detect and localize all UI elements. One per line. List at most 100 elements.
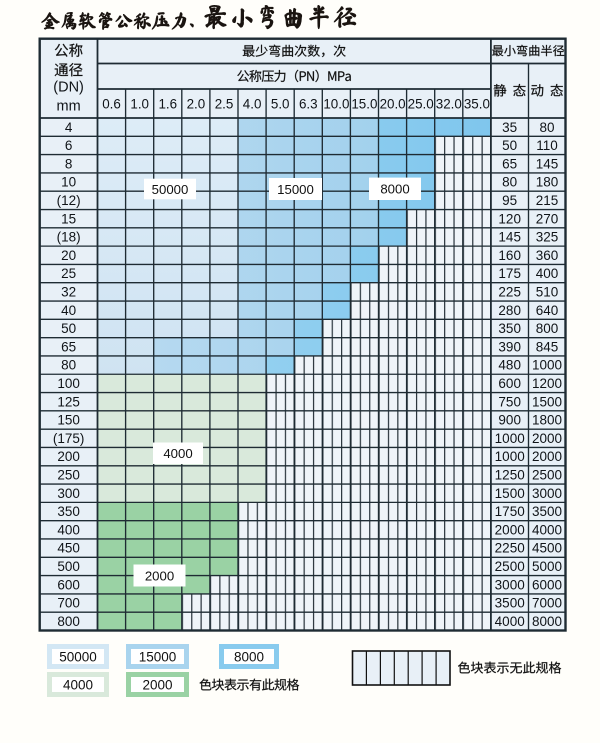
svg-text:15000: 15000 xyxy=(139,649,177,664)
svg-text:40: 40 xyxy=(61,303,76,318)
svg-text:3000: 3000 xyxy=(495,577,525,592)
svg-text:1200: 1200 xyxy=(532,376,562,391)
svg-text:600: 600 xyxy=(57,577,80,592)
svg-text:450: 450 xyxy=(57,541,80,556)
svg-text:4000: 4000 xyxy=(532,522,562,537)
svg-text:145: 145 xyxy=(536,156,559,171)
svg-text:2000: 2000 xyxy=(145,568,174,583)
svg-text:1000: 1000 xyxy=(495,449,525,464)
svg-text:1.0: 1.0 xyxy=(130,97,149,112)
svg-text:270: 270 xyxy=(536,211,559,226)
svg-text:2500: 2500 xyxy=(532,468,562,483)
svg-text:1500: 1500 xyxy=(532,394,562,409)
svg-text:(DN): (DN) xyxy=(53,80,84,96)
svg-text:80: 80 xyxy=(61,358,76,373)
svg-text:4000: 4000 xyxy=(163,446,192,461)
svg-text:150: 150 xyxy=(57,413,80,428)
svg-text:120: 120 xyxy=(498,211,521,226)
svg-text:4.0: 4.0 xyxy=(243,97,262,112)
svg-text:110: 110 xyxy=(536,138,558,153)
svg-text:175: 175 xyxy=(498,266,521,281)
svg-text:32: 32 xyxy=(61,284,76,299)
svg-text:15.0: 15.0 xyxy=(351,97,377,112)
svg-text:800: 800 xyxy=(57,614,80,629)
svg-text:1250: 1250 xyxy=(495,468,525,483)
svg-text:(12): (12) xyxy=(57,193,81,208)
svg-text:3000: 3000 xyxy=(532,486,562,501)
svg-text:15000: 15000 xyxy=(277,182,314,197)
svg-text:325: 325 xyxy=(536,230,559,245)
svg-text:215: 215 xyxy=(536,193,559,208)
svg-text:20.0: 20.0 xyxy=(380,97,406,112)
svg-text:(175): (175) xyxy=(53,431,85,446)
svg-text:1800: 1800 xyxy=(532,413,562,428)
svg-text:8: 8 xyxy=(65,156,73,171)
svg-text:4500: 4500 xyxy=(532,541,562,556)
svg-text:50000: 50000 xyxy=(152,182,189,197)
svg-text:3500: 3500 xyxy=(495,596,525,611)
svg-text:600: 600 xyxy=(498,376,521,391)
svg-text:50: 50 xyxy=(502,138,517,153)
svg-text:5.0: 5.0 xyxy=(271,97,290,112)
svg-text:80: 80 xyxy=(502,175,517,190)
svg-text:6: 6 xyxy=(65,138,73,153)
svg-text:200: 200 xyxy=(57,449,80,464)
svg-text:700: 700 xyxy=(57,596,80,611)
svg-text:1000: 1000 xyxy=(532,358,562,373)
svg-text:350: 350 xyxy=(57,504,80,519)
svg-text:95: 95 xyxy=(502,193,517,208)
svg-text:400: 400 xyxy=(536,266,559,281)
svg-text:25: 25 xyxy=(61,266,76,281)
svg-text:1.6: 1.6 xyxy=(158,97,177,112)
svg-text:35: 35 xyxy=(502,120,517,135)
svg-text:3500: 3500 xyxy=(532,504,562,519)
svg-text:1500: 1500 xyxy=(495,486,525,501)
svg-text:900: 900 xyxy=(498,413,521,428)
svg-text:15: 15 xyxy=(61,211,76,226)
svg-text:(18): (18) xyxy=(57,230,81,245)
svg-text:10.0: 10.0 xyxy=(323,97,349,112)
svg-text:2.5: 2.5 xyxy=(215,97,234,112)
svg-text:20: 20 xyxy=(61,248,76,263)
svg-text:6000: 6000 xyxy=(532,577,562,592)
svg-text:2250: 2250 xyxy=(495,541,525,556)
svg-text:225: 225 xyxy=(498,284,521,299)
svg-text:390: 390 xyxy=(498,339,521,354)
svg-text:1000: 1000 xyxy=(495,431,525,446)
svg-text:5000: 5000 xyxy=(532,559,562,574)
svg-text:2000: 2000 xyxy=(532,449,562,464)
svg-text:8000: 8000 xyxy=(234,649,264,664)
svg-text:510: 510 xyxy=(536,284,559,299)
svg-text:6.3: 6.3 xyxy=(299,97,318,112)
svg-text:250: 250 xyxy=(57,468,80,483)
svg-text:2.0: 2.0 xyxy=(187,97,206,112)
svg-text:4000: 4000 xyxy=(63,677,93,692)
svg-text:2000: 2000 xyxy=(495,522,525,537)
svg-text:100: 100 xyxy=(57,376,80,391)
svg-text:0.6: 0.6 xyxy=(102,97,121,112)
svg-text:180: 180 xyxy=(536,175,559,190)
svg-text:35.0: 35.0 xyxy=(464,97,490,112)
svg-text:10: 10 xyxy=(61,175,76,190)
svg-text:65: 65 xyxy=(502,156,517,171)
svg-text:800: 800 xyxy=(536,321,559,336)
svg-text:640: 640 xyxy=(536,303,559,318)
svg-text:360: 360 xyxy=(536,248,559,263)
svg-text:65: 65 xyxy=(61,339,76,354)
svg-text:8000: 8000 xyxy=(380,182,409,197)
svg-text:8000: 8000 xyxy=(532,614,562,629)
svg-text:4: 4 xyxy=(65,120,73,135)
svg-text:50000: 50000 xyxy=(59,649,97,664)
svg-text:145: 145 xyxy=(498,230,521,245)
svg-text:80: 80 xyxy=(539,120,554,135)
svg-text:480: 480 xyxy=(498,358,521,373)
svg-text:25.0: 25.0 xyxy=(408,97,434,112)
svg-text:400: 400 xyxy=(57,522,80,537)
svg-text:2000: 2000 xyxy=(142,677,172,692)
svg-text:500: 500 xyxy=(57,559,80,574)
svg-text:50: 50 xyxy=(61,321,76,336)
svg-text:mm: mm xyxy=(57,99,81,115)
svg-text:1750: 1750 xyxy=(495,504,525,519)
svg-text:280: 280 xyxy=(498,303,521,318)
svg-text:32.0: 32.0 xyxy=(436,97,462,112)
